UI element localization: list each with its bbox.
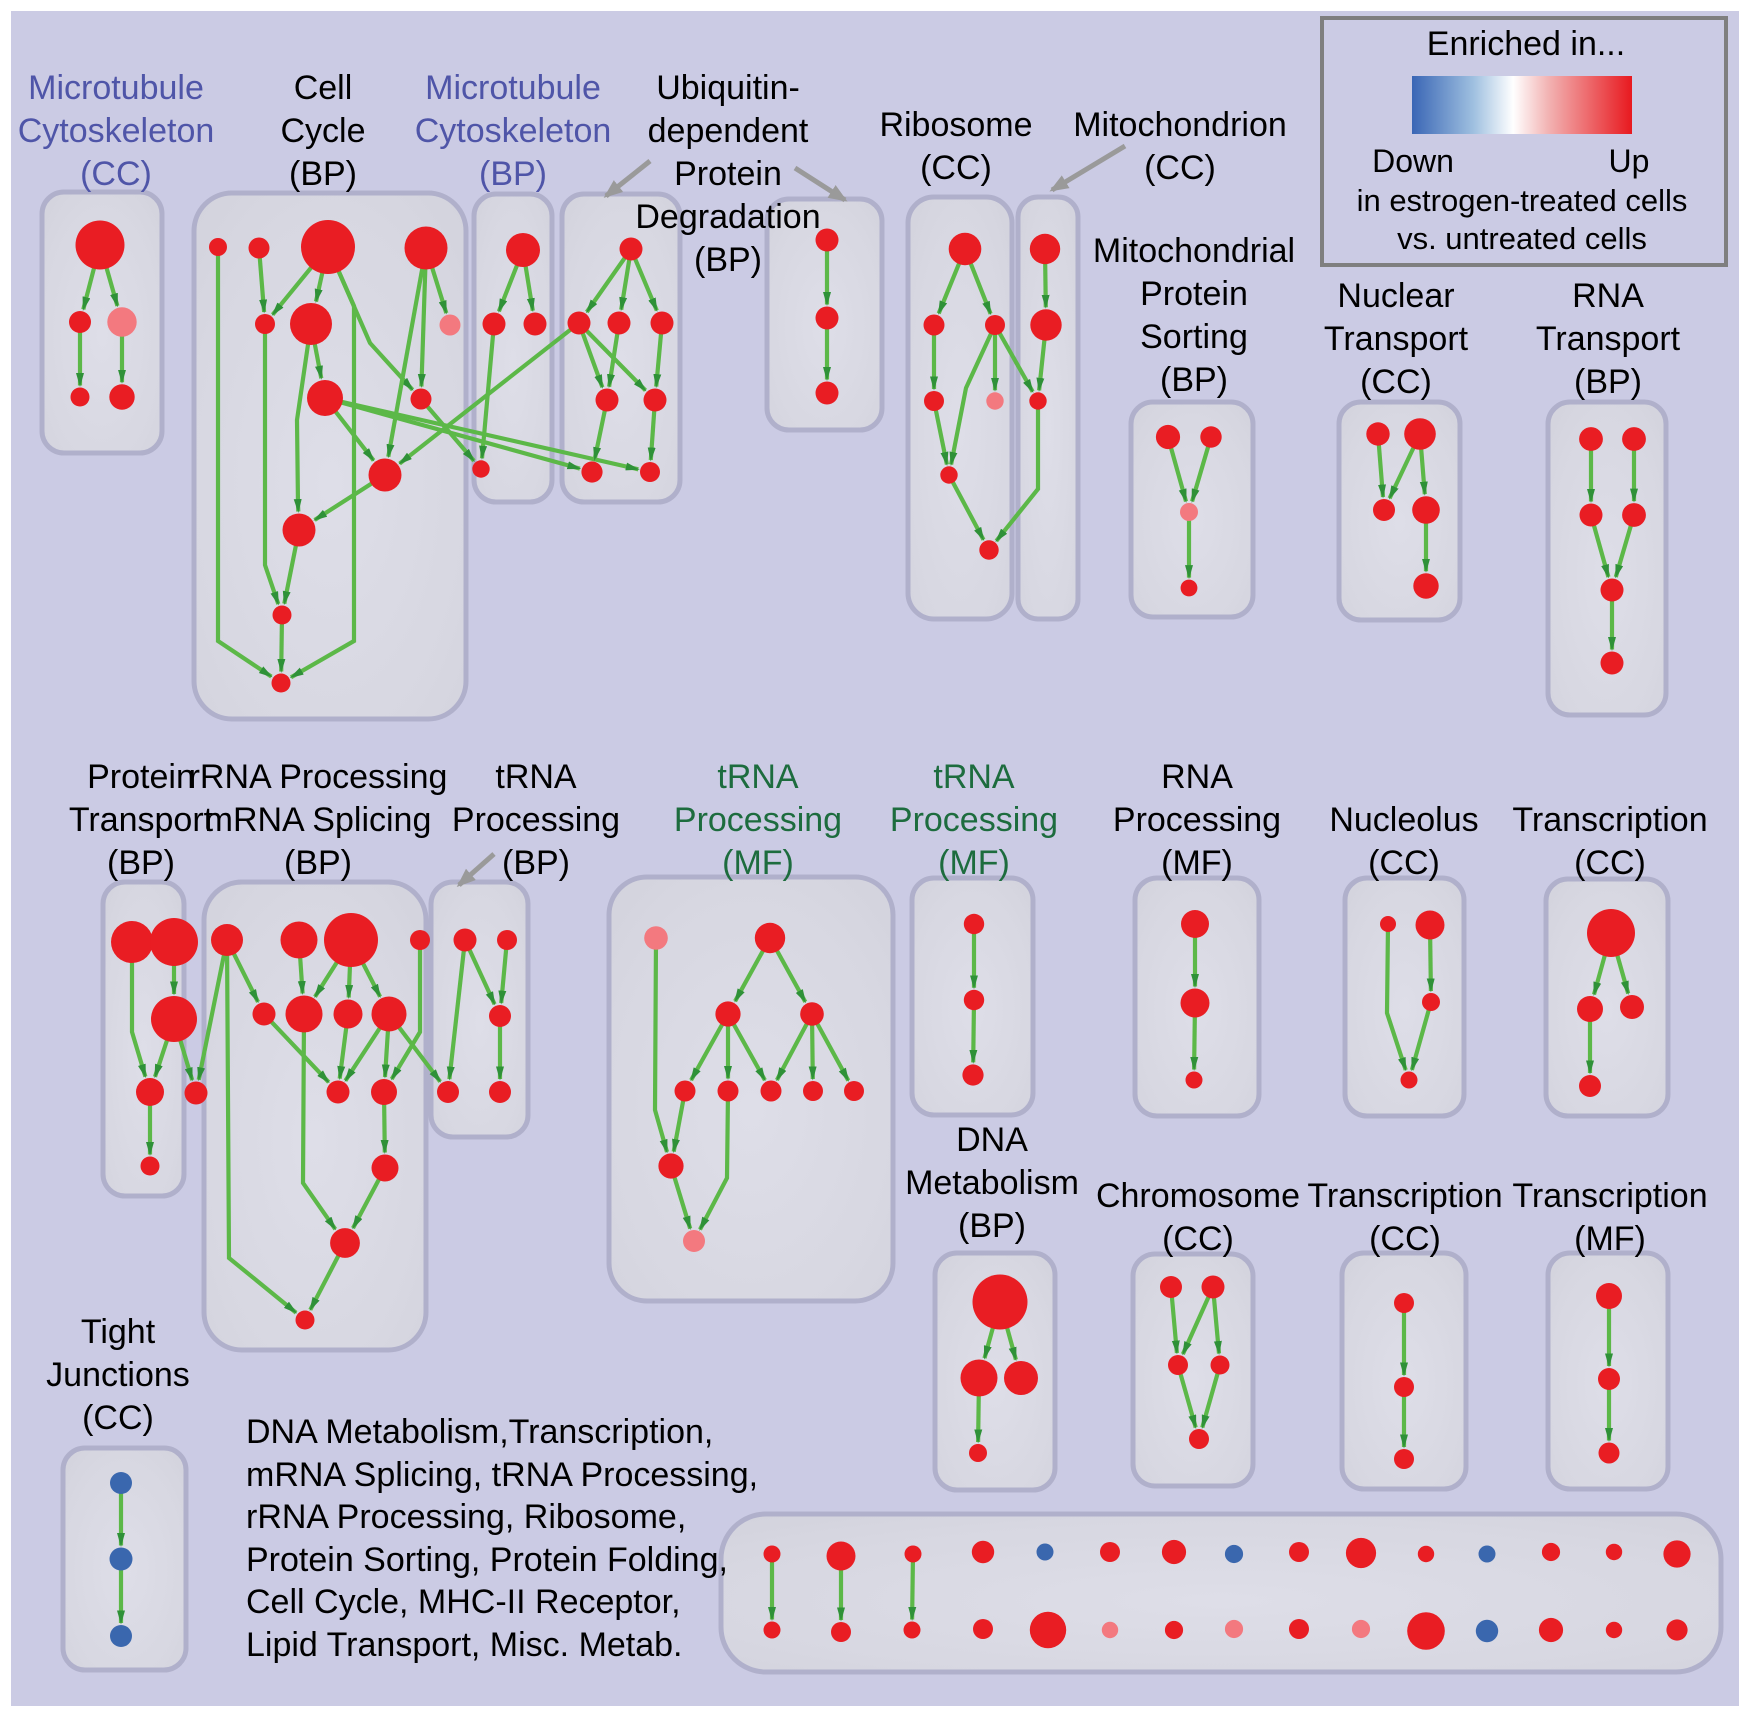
svg-text:RNA: RNA [1572,277,1644,315]
svg-text:rRNA Processing, Ribosome,: rRNA Processing, Ribosome, [246,1498,686,1536]
svg-text:Processing: Processing [674,801,842,839]
svg-text:Degradation: Degradation [635,198,820,236]
svg-text:Microtubule: Microtubule [28,69,204,107]
svg-text:(MF): (MF) [938,844,1010,882]
svg-text:Processing: Processing [890,801,1058,839]
svg-text:(BP): (BP) [107,844,175,882]
svg-text:Transport: Transport [69,801,214,839]
svg-text:Junctions: Junctions [46,1356,190,1394]
svg-text:vs. untreated cells: vs. untreated cells [1397,221,1647,256]
svg-text:Microtubule: Microtubule [425,69,601,107]
svg-text:Up: Up [1609,143,1650,179]
svg-text:Processing: Processing [452,801,620,839]
svg-text:(CC): (CC) [1144,149,1216,187]
svg-text:(CC): (CC) [1360,363,1432,401]
svg-text:Nucleolus: Nucleolus [1329,801,1478,839]
svg-text:Transcription: Transcription [1512,1177,1707,1215]
svg-text:Chromosome: Chromosome [1096,1177,1300,1215]
svg-text:Cell: Cell [294,69,353,107]
svg-text:Protein Sorting, Protein Foldi: Protein Sorting, Protein Folding, [246,1541,728,1579]
svg-text:Cell Cycle, MHC-II Receptor,: Cell Cycle, MHC-II Receptor, [246,1583,681,1621]
svg-text:dependent: dependent [648,112,809,150]
svg-text:(MF): (MF) [1161,844,1233,882]
svg-text:Mitochondrion: Mitochondrion [1073,106,1287,144]
svg-text:Lipid Transport, Misc. Metab.: Lipid Transport, Misc. Metab. [246,1626,683,1664]
svg-text:mRNA Splicing: mRNA Splicing [205,801,432,839]
svg-text:Ubiquitin-: Ubiquitin- [656,69,800,107]
svg-text:(CC): (CC) [1574,844,1646,882]
svg-text:(MF): (MF) [1574,1220,1646,1258]
svg-text:Sorting: Sorting [1140,318,1248,356]
svg-text:(BP): (BP) [1574,363,1642,401]
svg-text:(MF): (MF) [722,844,794,882]
svg-text:(CC): (CC) [920,149,992,187]
svg-text:Tight: Tight [81,1313,156,1351]
svg-text:(CC): (CC) [1368,844,1440,882]
svg-text:Down: Down [1372,143,1454,179]
svg-text:Cytoskeleton: Cytoskeleton [415,112,612,150]
svg-text:Transcription: Transcription [1512,801,1707,839]
svg-text:(BP): (BP) [1160,361,1228,399]
svg-text:(BP): (BP) [289,155,357,193]
svg-text:Processing: Processing [1113,801,1281,839]
svg-text:Cycle: Cycle [280,112,365,150]
svg-text:Cytoskeleton: Cytoskeleton [18,112,215,150]
svg-text:DNA Metabolism,Transcription,: DNA Metabolism,Transcription, [246,1413,713,1451]
svg-text:(BP): (BP) [479,155,547,193]
svg-text:(CC): (CC) [1369,1220,1441,1258]
svg-text:Nuclear: Nuclear [1337,277,1454,315]
svg-text:mRNA Splicing, tRNA Processing: mRNA Splicing, tRNA Processing, [246,1456,758,1494]
svg-text:(CC): (CC) [80,155,152,193]
svg-text:(BP): (BP) [502,844,570,882]
svg-text:(CC): (CC) [82,1399,154,1437]
svg-text:tRNA: tRNA [933,758,1015,796]
svg-text:tRNA: tRNA [717,758,799,796]
svg-text:(BP): (BP) [958,1207,1026,1245]
svg-text:in estrogen-treated cells: in estrogen-treated cells [1357,183,1688,218]
svg-text:Metabolism: Metabolism [905,1164,1079,1202]
svg-text:RNA: RNA [1161,758,1233,796]
svg-text:(BP): (BP) [284,844,352,882]
svg-text:tRNA: tRNA [495,758,577,796]
svg-text:DNA: DNA [956,1121,1028,1159]
svg-text:Transport: Transport [1324,320,1469,358]
svg-text:Protein: Protein [1140,275,1248,313]
svg-text:(BP): (BP) [694,241,762,279]
svg-text:Protein: Protein [87,758,195,796]
svg-text:Mitochondrial: Mitochondrial [1093,232,1295,270]
svg-text:Transcription: Transcription [1307,1177,1502,1215]
svg-text:Ribosome: Ribosome [879,106,1032,144]
svg-text:(CC): (CC) [1162,1220,1234,1258]
svg-text:Transport: Transport [1536,320,1681,358]
svg-text:Protein: Protein [674,155,782,193]
svg-text:rRNA Processing: rRNA Processing [189,758,448,796]
svg-text:Enriched in...: Enriched in... [1427,25,1625,63]
